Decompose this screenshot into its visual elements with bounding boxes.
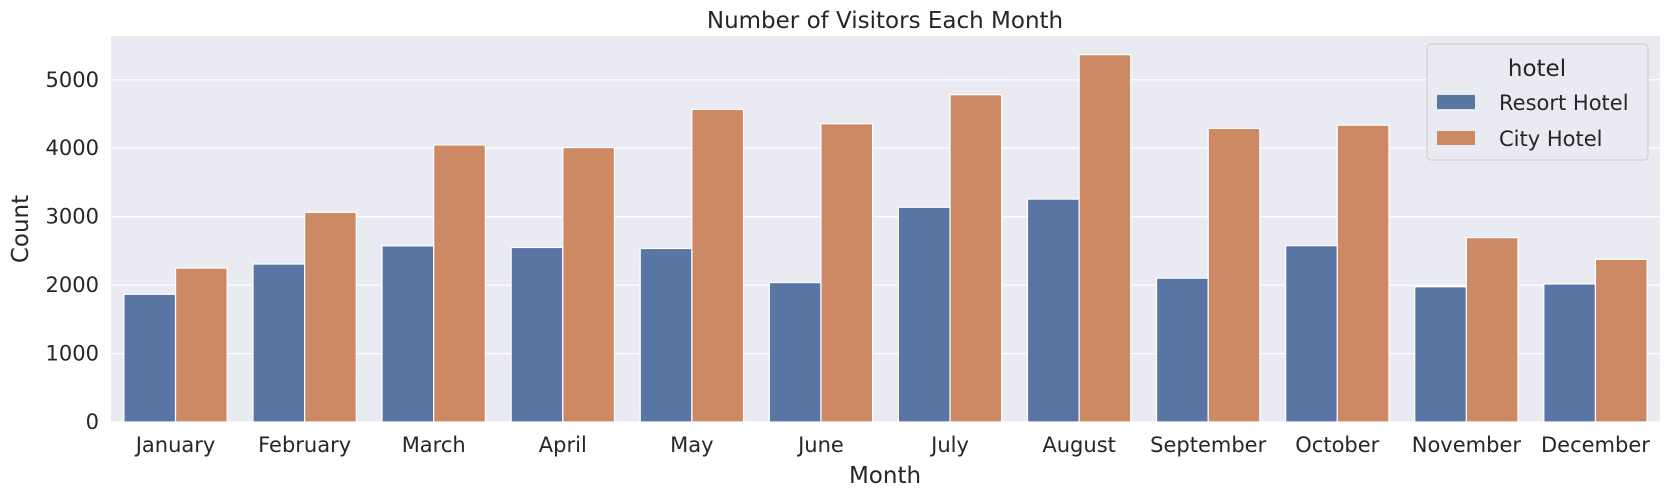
x-tick-may: May: [670, 433, 713, 457]
bar-city-hotel-february: [304, 211, 357, 423]
x-tick-august: August: [1042, 433, 1116, 457]
bar-resort-hotel-august: [1026, 198, 1080, 423]
chart-title: Number of Visitors Each Month: [707, 8, 1063, 34]
x-tick-labels: January February March April May June July Augu…: [134, 433, 1651, 457]
x-tick-october: October: [1295, 433, 1379, 457]
bar-city-hotel-march: [433, 144, 486, 423]
bar-resort-hotel-october: [1285, 245, 1338, 423]
bar-city-hotel-september: [1207, 127, 1261, 423]
x-tick-january: January: [134, 433, 216, 457]
bar-city-hotel-june: [820, 123, 874, 423]
x-tick-march: March: [402, 433, 466, 457]
bar-resort-hotel-november: [1414, 286, 1467, 423]
x-tick-november: November: [1412, 433, 1522, 457]
x-tick-february: February: [258, 433, 351, 457]
y-tick-4000: 4000: [46, 136, 99, 160]
x-tick-december: December: [1541, 433, 1650, 457]
bar-resort-hotel-january: [123, 293, 177, 423]
x-tick-june: June: [796, 433, 844, 457]
legend-swatch-city-hotel: [1437, 131, 1475, 145]
bar-resort-hotel-may: [639, 247, 693, 423]
bars: [123, 54, 1648, 423]
bar-city-hotel-november: [1465, 237, 1519, 423]
x-tick-july: July: [929, 433, 969, 457]
bar-city-hotel-december: [1594, 258, 1648, 423]
bar-resort-hotel-february: [252, 263, 306, 423]
bar-resort-hotel-june: [768, 281, 822, 423]
y-tick-1000: 1000: [46, 342, 99, 366]
bar-city-hotel-august: [1078, 54, 1132, 423]
y-tick-5000: 5000: [46, 68, 99, 92]
bar-city-hotel-may: [691, 108, 745, 423]
plot-background: [111, 36, 1660, 422]
y-tick-3000: 3000: [46, 205, 99, 229]
x-tick-september: September: [1150, 433, 1266, 457]
legend-entry-city-hotel: City Hotel: [1499, 127, 1602, 151]
legend-title: hotel: [1508, 56, 1566, 82]
bar-city-hotel-january: [174, 267, 228, 423]
y-axis-label: Count: [8, 195, 34, 263]
y-tick-0: 0: [86, 410, 99, 434]
legend-frame: [1426, 43, 1649, 161]
x-axis-label: Month: [849, 463, 921, 489]
legend-swatch-resort-hotel: [1437, 95, 1475, 109]
bar-resort-hotel-december: [1543, 283, 1597, 423]
bar-city-hotel-october: [1336, 124, 1390, 423]
x-tick-april: April: [539, 433, 587, 457]
bar-resort-hotel-september: [1155, 277, 1209, 423]
grid-lines: [111, 79, 1660, 423]
bar-city-hotel-april: [562, 146, 616, 423]
legend: hotel Resort Hotel City Hotel: [1426, 43, 1649, 161]
bar-city-hotel-july: [949, 94, 1003, 423]
bar-resort-hotel-july: [897, 206, 951, 423]
legend-entry-resort-hotel: Resort Hotel: [1499, 91, 1629, 115]
bar-resort-hotel-march: [381, 245, 435, 423]
bar-resort-hotel-april: [510, 246, 564, 423]
y-tick-2000: 2000: [46, 273, 99, 297]
y-tick-labels: 0 1000 2000 3000 4000 5000: [46, 68, 99, 434]
